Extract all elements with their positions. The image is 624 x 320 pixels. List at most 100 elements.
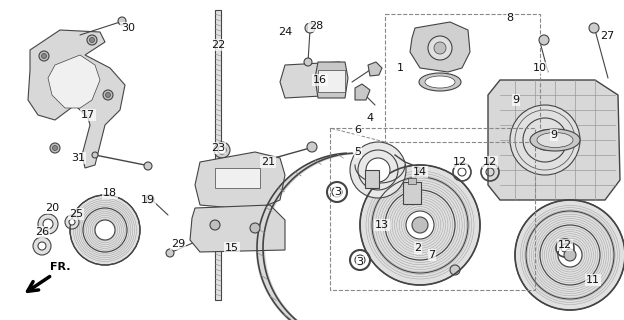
Bar [330, 128, 535, 290]
Circle shape [214, 142, 230, 158]
Text: 3: 3 [356, 257, 364, 267]
Circle shape [92, 152, 98, 158]
Polygon shape [195, 152, 285, 210]
Text: 6: 6 [354, 125, 361, 135]
Text: 25: 25 [69, 209, 83, 219]
Circle shape [535, 130, 555, 150]
Polygon shape [488, 80, 620, 200]
Polygon shape [190, 205, 285, 252]
Circle shape [43, 219, 53, 229]
Circle shape [304, 58, 312, 66]
Circle shape [118, 17, 126, 25]
Circle shape [350, 142, 406, 198]
Circle shape [434, 42, 446, 54]
Ellipse shape [419, 73, 461, 91]
Circle shape [589, 23, 599, 33]
Text: 17: 17 [81, 110, 95, 120]
Circle shape [510, 105, 580, 175]
Text: 9: 9 [550, 130, 558, 140]
Circle shape [65, 215, 79, 229]
Text: 8: 8 [507, 13, 514, 23]
Text: 1: 1 [396, 63, 404, 73]
Text: 23: 23 [211, 143, 225, 153]
Text: 22: 22 [211, 40, 225, 50]
Text: 20: 20 [45, 203, 59, 213]
Circle shape [52, 146, 57, 150]
Polygon shape [410, 22, 470, 72]
Circle shape [95, 220, 115, 240]
Polygon shape [280, 62, 345, 98]
Circle shape [105, 92, 110, 98]
Circle shape [103, 90, 113, 100]
Text: 29: 29 [171, 239, 185, 249]
Text: 5: 5 [354, 147, 361, 157]
Circle shape [146, 195, 154, 203]
Polygon shape [28, 30, 125, 168]
Circle shape [89, 37, 94, 43]
Circle shape [38, 214, 58, 234]
Circle shape [69, 219, 75, 225]
Circle shape [144, 162, 152, 170]
Circle shape [515, 200, 624, 310]
Circle shape [558, 243, 582, 267]
Circle shape [366, 158, 390, 182]
Circle shape [250, 223, 260, 233]
Text: 19: 19 [141, 195, 155, 205]
Text: 18: 18 [103, 188, 117, 198]
Ellipse shape [530, 129, 580, 151]
Circle shape [87, 35, 97, 45]
Ellipse shape [537, 132, 573, 148]
Text: 24: 24 [278, 27, 292, 37]
Circle shape [70, 195, 140, 265]
Bar [215, 168, 260, 188]
Text: 31: 31 [71, 153, 85, 163]
Circle shape [166, 249, 174, 257]
Circle shape [38, 242, 46, 250]
Bar [403, 182, 421, 204]
Circle shape [564, 249, 576, 261]
Polygon shape [48, 55, 100, 108]
Bar [365, 170, 379, 188]
Polygon shape [315, 62, 348, 98]
Ellipse shape [425, 76, 455, 88]
Text: 12: 12 [453, 157, 467, 167]
Text: 21: 21 [261, 157, 275, 167]
Bar [318, 70, 345, 92]
Text: 12: 12 [483, 157, 497, 167]
Bar [385, 14, 540, 142]
Text: FR.: FR. [50, 262, 71, 272]
Text: 9: 9 [512, 95, 520, 105]
Circle shape [33, 237, 51, 255]
Text: 15: 15 [225, 243, 239, 253]
Circle shape [42, 53, 47, 59]
Text: 10: 10 [533, 63, 547, 73]
Circle shape [539, 35, 549, 45]
Bar [408, 178, 416, 184]
Circle shape [450, 265, 460, 275]
Polygon shape [355, 84, 370, 100]
Circle shape [39, 51, 49, 61]
Text: 28: 28 [309, 21, 323, 31]
Circle shape [307, 142, 317, 152]
Polygon shape [368, 62, 382, 76]
Text: 30: 30 [121, 23, 135, 33]
Circle shape [50, 143, 60, 153]
Circle shape [360, 165, 480, 285]
Circle shape [210, 220, 220, 230]
Circle shape [218, 146, 226, 154]
Circle shape [305, 23, 315, 33]
Text: 12: 12 [558, 240, 572, 250]
Text: 14: 14 [413, 167, 427, 177]
Text: 26: 26 [35, 227, 49, 237]
Circle shape [428, 36, 452, 60]
Text: 4: 4 [366, 113, 374, 123]
Text: 13: 13 [375, 220, 389, 230]
Text: 2: 2 [414, 243, 422, 253]
Text: 16: 16 [313, 75, 327, 85]
Circle shape [406, 211, 434, 239]
Text: 7: 7 [429, 250, 436, 260]
Circle shape [412, 217, 428, 233]
Bar [215, 10, 221, 300]
Text: 3: 3 [334, 187, 341, 197]
Text: 11: 11 [586, 275, 600, 285]
